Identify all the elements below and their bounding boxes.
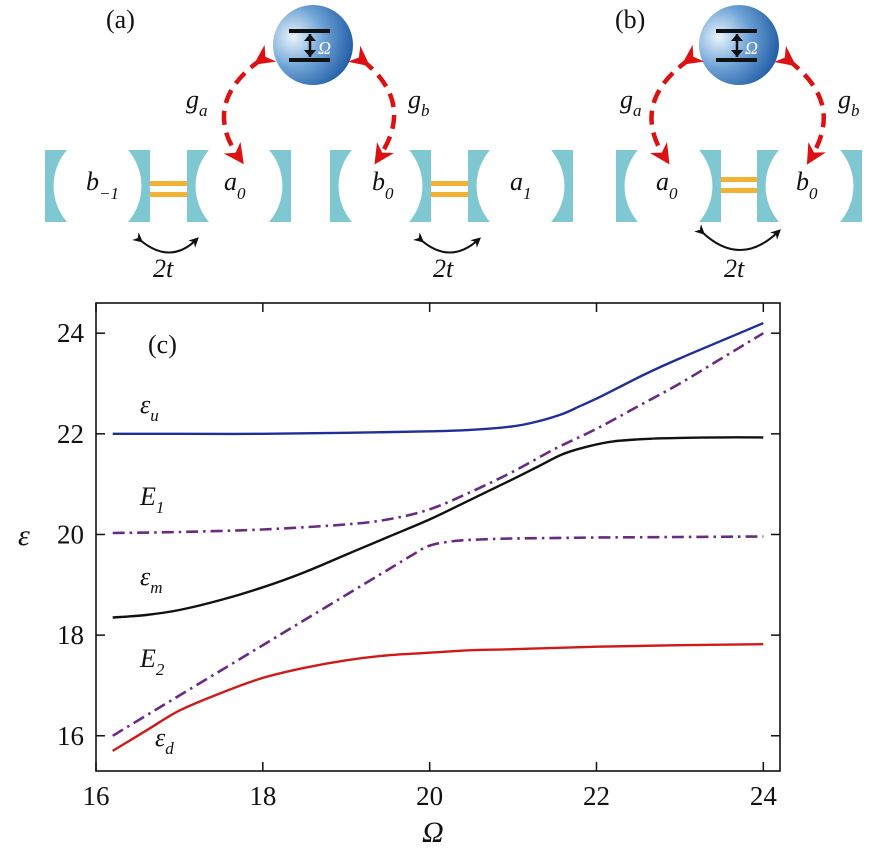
chart-axes: 16 18 20 22 24 16 18 20 22 24 [57, 303, 780, 811]
series-label-E2: E2 [139, 644, 165, 679]
cavity-mirrors-b [616, 150, 862, 222]
series-line-4 [112, 332, 764, 535]
chart-series [112, 321, 764, 752]
hopping-arrow [694, 224, 781, 251]
series-label-E1: E1 [139, 482, 164, 517]
series-line-1 [112, 321, 764, 436]
coupling-arrow-left [221, 44, 277, 165]
atom-frequency-label: Ω [745, 38, 758, 58]
atom-icon [273, 5, 353, 85]
hopping-label: 2t [724, 254, 745, 283]
y-tick-label: 22 [57, 419, 84, 449]
atom-icon [699, 5, 779, 85]
coupling-label-gb: gb [838, 85, 860, 120]
series-line-5 [112, 535, 764, 737]
coupling-arrow-left [649, 44, 705, 165]
x-tick-label: 16 [83, 781, 110, 811]
atom-frequency-label: Ω [318, 38, 331, 58]
series-line-3 [112, 643, 764, 752]
cavity-label-a1: a1 [510, 167, 532, 203]
y-axis-label: ε [18, 519, 30, 552]
cavity-label-b-1: b−1 [86, 167, 119, 203]
hopping-arrow-right [413, 232, 481, 254]
series-line-2 [112, 436, 764, 619]
x-tick-label: 20 [416, 781, 443, 811]
y-tick-label: 24 [57, 318, 85, 348]
x-tick-label: 22 [583, 781, 610, 811]
coupling-label-gb: gb [408, 85, 430, 120]
hopping-arrow-left [132, 232, 199, 254]
panel-a-label: (a) [106, 5, 135, 34]
y-tick-label: 16 [57, 721, 84, 751]
cavity-label-b0: b0 [372, 167, 394, 203]
cavity-mirrors-a [45, 150, 573, 222]
hopping-label-left: 2t [153, 254, 174, 283]
x-tick-label: 18 [249, 781, 276, 811]
coupling-label-ga: ga [186, 85, 208, 120]
waveguide-a [150, 181, 468, 197]
series-label-eps-d: εd [155, 723, 174, 758]
cavity-label-a0: a0 [224, 167, 246, 203]
panel-a: (a) Ω ga gb [45, 5, 573, 283]
coupling-arrow-right [347, 45, 397, 165]
y-tick-label: 18 [57, 620, 84, 650]
y-tick-label: 20 [57, 519, 84, 549]
panel-b: (b) Ω ga gb a0 b0 2t [615, 5, 862, 283]
series-label-eps-m: εm [140, 562, 163, 597]
panel-b-label: (b) [615, 5, 645, 34]
panel-c-label: (c) [148, 330, 177, 359]
plot-frame [95, 302, 781, 772]
x-axis-label: Ω [422, 816, 444, 849]
cavity-label-b0: b0 [796, 167, 818, 203]
cavity-label-a0: a0 [656, 167, 678, 203]
waveguide-b [721, 177, 757, 193]
coupling-label-ga: ga [620, 85, 642, 120]
x-tick-label: 24 [750, 781, 778, 811]
series-label-eps-u: εu [140, 390, 159, 425]
hopping-label-right: 2t [433, 254, 454, 283]
coupling-arrow-right [773, 45, 826, 165]
